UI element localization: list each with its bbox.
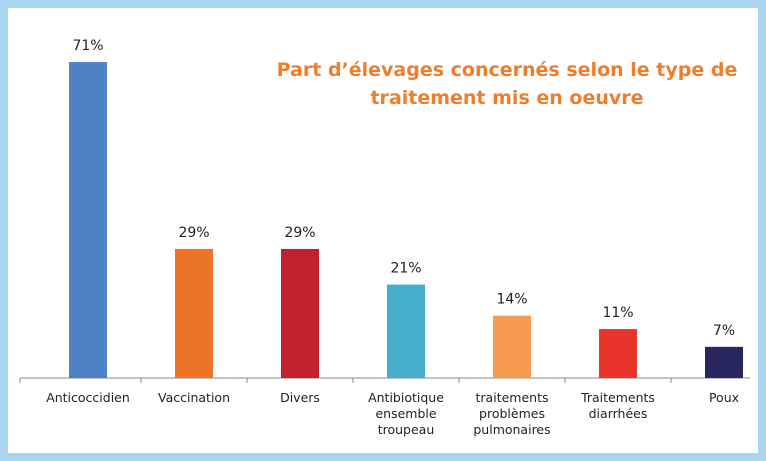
x-tick-label: Vaccination <box>158 390 230 405</box>
data-label: 14% <box>496 292 527 308</box>
data-label: 11% <box>602 305 633 321</box>
data-label: 71% <box>72 38 103 54</box>
bar <box>281 248 319 378</box>
bar <box>599 329 637 378</box>
bar <box>69 62 107 379</box>
data-label: 29% <box>178 225 209 241</box>
x-tick-label: Divers <box>280 390 320 405</box>
chart-area <box>8 8 758 453</box>
bar <box>705 346 743 378</box>
x-tick-label: Antibiotique ensemble troupeau <box>368 390 444 437</box>
chart-title: Part d’élevages concernés selon le type … <box>276 59 738 109</box>
x-tick-label: Anticoccidien <box>46 390 130 405</box>
data-label: 7% <box>713 323 735 339</box>
bar <box>493 315 531 378</box>
data-label: 21% <box>390 261 421 277</box>
bar <box>387 284 425 378</box>
data-label: 29% <box>284 225 315 241</box>
x-tick-label: Traitements diarrhées <box>581 390 655 421</box>
x-tick-label: traitements problèmes pulmonaires <box>473 390 551 437</box>
bar <box>175 248 213 378</box>
x-tick-label: Poux <box>708 390 740 405</box>
